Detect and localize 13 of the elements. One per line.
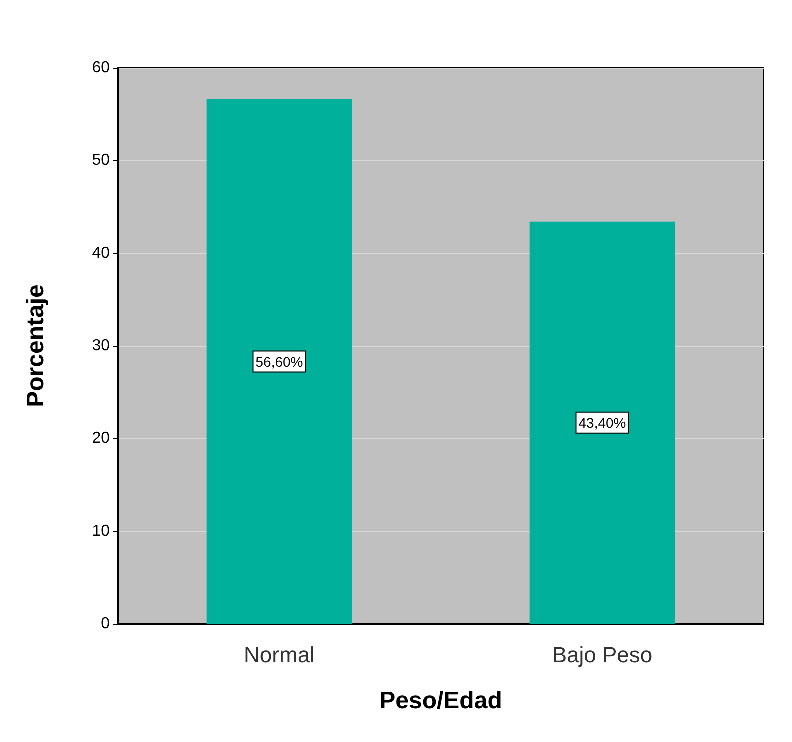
x-tick-label: Bajo Peso: [552, 642, 653, 668]
x-tick-label: Normal: [244, 642, 315, 668]
y-tick-label: 40: [92, 244, 110, 262]
data-label: 56,60%: [256, 354, 304, 370]
y-tick-label: 30: [92, 338, 110, 354]
data-label: 43,40%: [578, 414, 626, 431]
y-tick-label: 0: [101, 616, 110, 632]
y-tick-label: 50: [92, 152, 110, 170]
y-tick-label: 60: [92, 60, 110, 76]
y-axis-title: Porcentaje: [22, 284, 50, 408]
y-tick-label: 20: [92, 430, 110, 448]
x-axis-title: Peso/Edad: [380, 688, 502, 714]
y-tick-label: 10: [92, 522, 110, 540]
